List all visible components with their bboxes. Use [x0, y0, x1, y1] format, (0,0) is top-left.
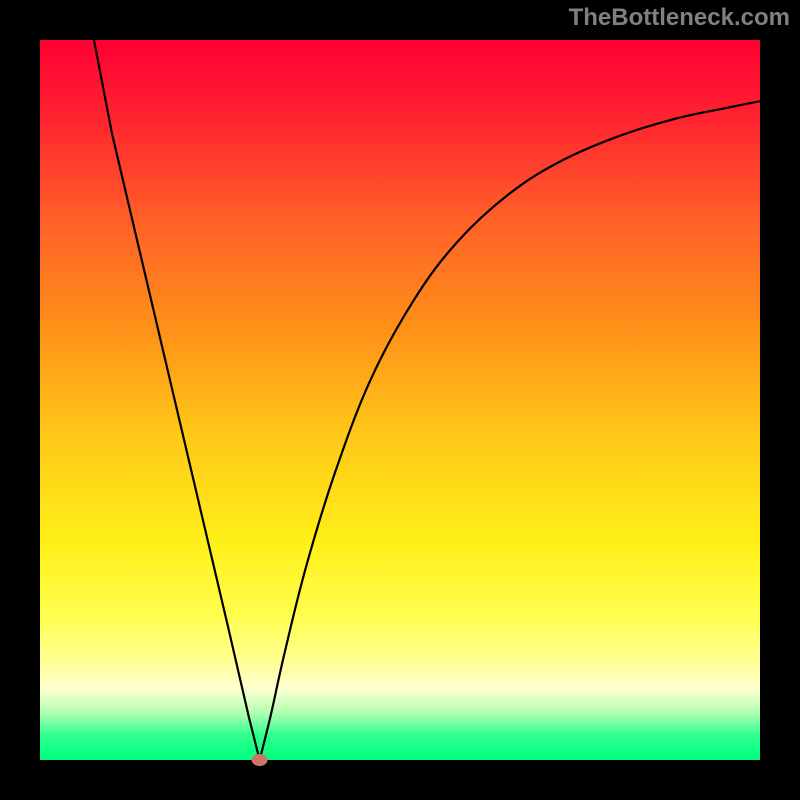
chart-container: TheBottleneck.com	[0, 0, 800, 800]
minimum-marker	[252, 754, 268, 766]
watermark-text: TheBottleneck.com	[569, 4, 790, 32]
bottleneck-chart	[0, 0, 800, 800]
chart-plot-area	[40, 40, 760, 760]
